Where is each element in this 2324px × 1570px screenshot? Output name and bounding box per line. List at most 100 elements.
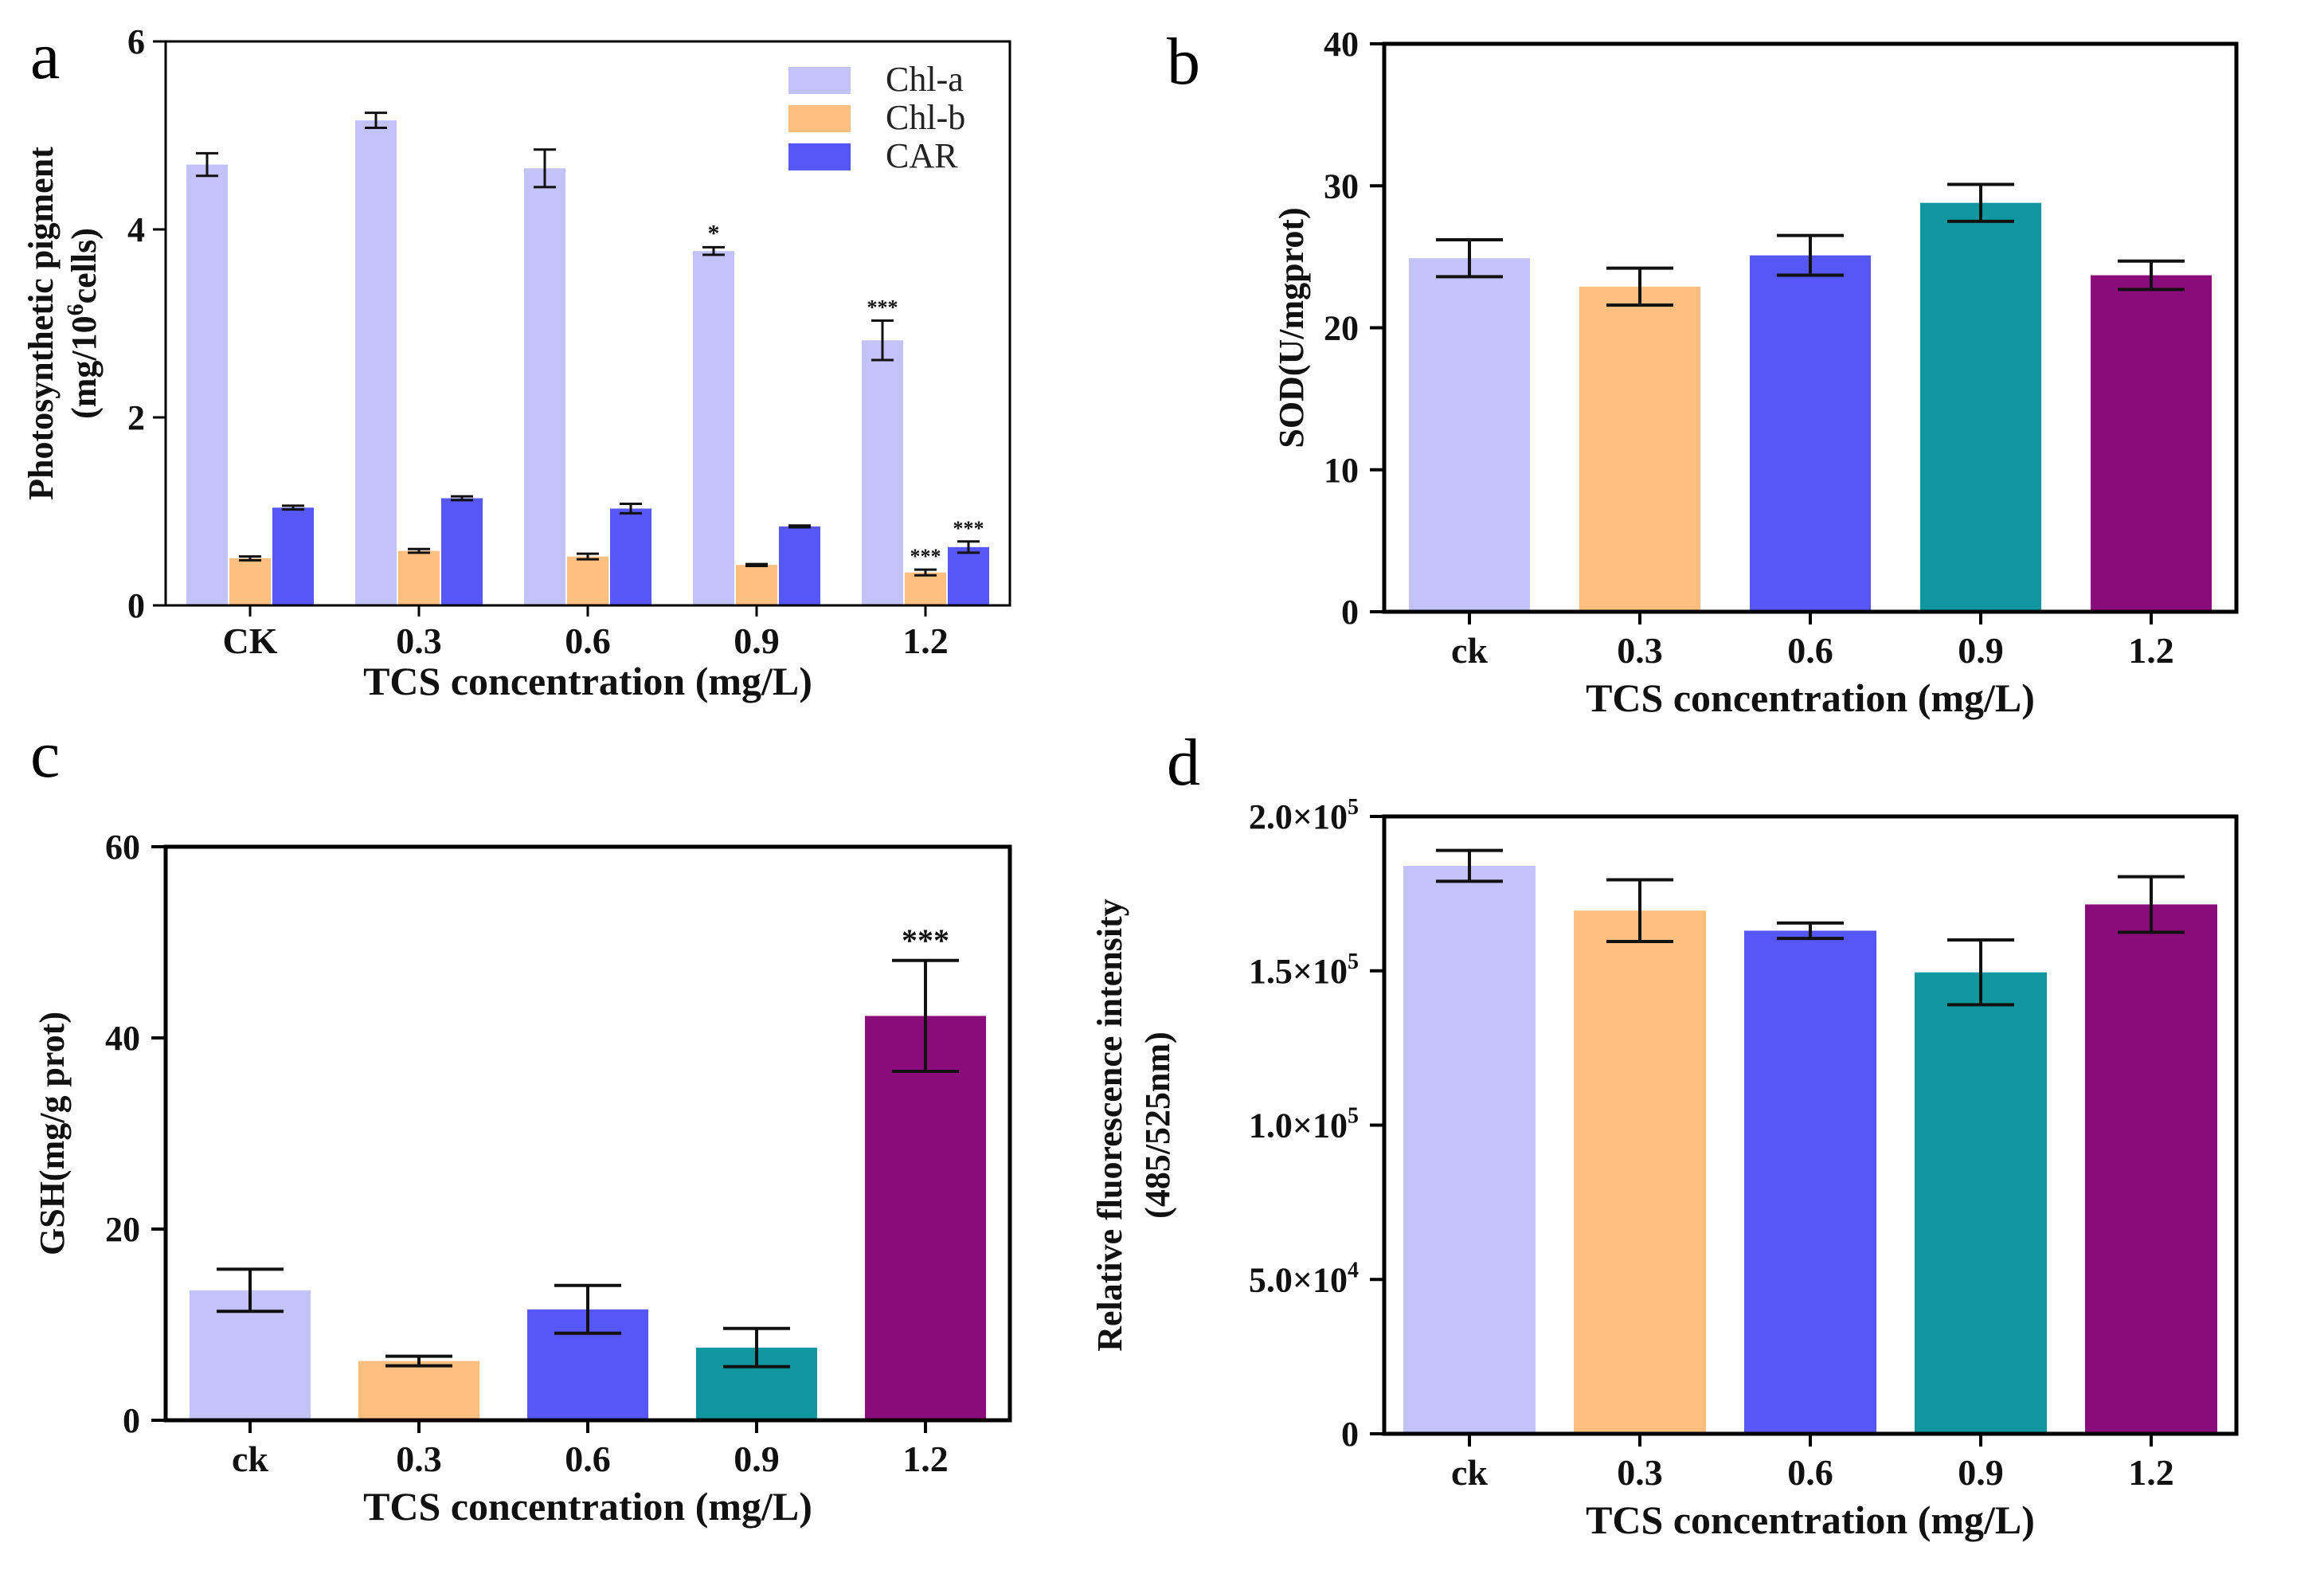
- y-tick-exponent: 5: [1348, 949, 1359, 974]
- bar-ck: [1403, 866, 1536, 1434]
- y-tick-label: 30: [1324, 166, 1359, 206]
- y-axis-title: SOD(U/mgprot): [1272, 207, 1311, 448]
- x-category-label: ck: [1451, 630, 1488, 671]
- bar-chl-a-1.2: [862, 340, 903, 605]
- x-category-label: 0.3: [396, 621, 442, 661]
- bar-0.3: [1574, 910, 1706, 1434]
- panel-letter-a: a: [30, 19, 60, 93]
- panel-letter-d: d: [1167, 726, 1200, 800]
- y-tick-label: 0: [127, 586, 145, 625]
- x-category-label: 0.3: [396, 1439, 442, 1479]
- bar-car-0.9: [779, 526, 820, 605]
- y-tick-label: 0: [1341, 1415, 1359, 1454]
- significance-marker: *: [708, 220, 720, 246]
- x-category-label: 0.6: [1787, 1452, 1833, 1493]
- y-tick-label: 1.5×105: [1249, 949, 1359, 991]
- bar-0.9: [1915, 972, 2047, 1434]
- x-category-label: 0.3: [1617, 630, 1663, 671]
- y-axis-unit-suffix: cells): [65, 228, 104, 303]
- bar-chl-b-0.9: [736, 565, 777, 605]
- bar-chl-b-CK: [229, 558, 271, 605]
- bar-1.2: [2091, 275, 2212, 612]
- y-tick-label: 2: [127, 398, 145, 437]
- bar-chl-b-0.6: [567, 556, 608, 605]
- y-tick-base: 1.5×10: [1249, 952, 1348, 991]
- bar-1.2: [2085, 904, 2217, 1434]
- x-category-label: 1.2: [2128, 1452, 2174, 1493]
- y-tick-label: 40: [105, 1019, 140, 1058]
- bar-1.2: [865, 1016, 986, 1420]
- y-tick-label: 1.0×105: [1249, 1104, 1359, 1145]
- bar-0.3: [1579, 286, 1700, 612]
- bar-0.9: [1920, 202, 2041, 612]
- x-axis-title: TCS concentration (mg/L): [363, 1484, 812, 1529]
- y-tick-label: 2.0×105: [1249, 795, 1359, 836]
- x-category-label: 1.2: [2128, 630, 2174, 671]
- panel-c-chart: *** 0 20 40 60 ck 0.3 0.6 0.9 1.2 TCS concentratio…: [33, 828, 1012, 1529]
- y-tick-label: 20: [105, 1210, 140, 1249]
- panel-letter-c: c: [30, 718, 60, 792]
- x-category-label: 0.3: [1617, 1452, 1663, 1493]
- x-category-label: ck: [232, 1439, 268, 1479]
- y-axis-unit-prefix: (mg/10: [65, 315, 104, 419]
- bar-chl-b-1.2: [905, 572, 946, 605]
- bar-car-0.6: [610, 508, 651, 605]
- x-axis-title: TCS concentration (mg/L): [1586, 1498, 2035, 1542]
- bar-0.6: [1750, 255, 1871, 612]
- y-tick-label: 0: [123, 1401, 140, 1440]
- y-axis-title-line1: Photosynthetic pigment: [22, 147, 61, 500]
- y-tick-label: 10: [1324, 451, 1359, 490]
- x-axis-title: TCS concentration (mg/L): [1586, 675, 2035, 720]
- x-category-label: ck: [1451, 1452, 1488, 1493]
- x-category-label: 0.9: [1958, 1452, 2004, 1493]
- y-tick-base: 1.0×10: [1249, 1106, 1348, 1145]
- panel-b-chart: 0 10 20 30 40 ck 0.3 0.6 0.9 1.2 TCS concentration…: [1272, 25, 2239, 720]
- bar-chl-a-0.9: [693, 251, 734, 605]
- y-tick-label: 40: [1324, 25, 1359, 64]
- legend-label-chl-a: Chl-a: [886, 60, 964, 99]
- significance-marker: ***: [953, 517, 984, 540]
- x-category-label: 1.2: [902, 621, 949, 661]
- panel-letter-b: b: [1167, 25, 1200, 99]
- y-tick-base: 2.0×10: [1249, 797, 1348, 836]
- y-tick-exponent: 5: [1348, 795, 1359, 820]
- x-category-label: 0.6: [565, 1439, 611, 1479]
- x-category-label: 0.6: [565, 621, 611, 661]
- legend-label-car: CAR: [886, 136, 958, 175]
- bar-0.6: [1744, 930, 1876, 1434]
- y-tick-label: 60: [105, 828, 140, 867]
- significance-marker: ***: [902, 922, 949, 958]
- bar-chl-a-CK: [186, 164, 228, 605]
- significance-marker: ***: [867, 296, 898, 319]
- legend-swatch-chl-b: [788, 105, 851, 132]
- y-tick-label: 20: [1324, 309, 1359, 348]
- y-axis-title-line2: (485/525nm): [1138, 1032, 1177, 1219]
- bar-chl-b-0.3: [398, 550, 440, 605]
- bar-chl-a-0.6: [524, 168, 565, 606]
- x-category-label: 0.9: [734, 1439, 780, 1479]
- y-tick-exponent: 5: [1348, 1104, 1359, 1129]
- legend-swatch-chl-a: [788, 67, 851, 94]
- y-tick-base: 5.0×10: [1249, 1260, 1348, 1299]
- bar-car-CK: [272, 507, 314, 605]
- significance-marker: ***: [910, 545, 941, 568]
- bar-ck: [1409, 258, 1530, 612]
- y-tick-label: 6: [127, 22, 145, 61]
- bar-0.3: [358, 1361, 479, 1420]
- legend-swatch-car: [788, 143, 851, 170]
- x-category-label: CK: [223, 621, 278, 661]
- bar-car-0.3: [441, 498, 483, 605]
- y-tick-exponent: 4: [1348, 1258, 1359, 1282]
- x-category-label: 1.2: [902, 1439, 949, 1479]
- x-axis-title: TCS concentration (mg/L): [363, 659, 812, 703]
- y-axis-title-line2: (mg/106cells): [62, 228, 104, 419]
- y-tick-label: 4: [127, 210, 145, 249]
- bar-car-1.2: [948, 546, 989, 605]
- x-category-label: 0.9: [734, 621, 780, 661]
- y-axis-title-line1: Relative fluorescence intensity: [1090, 899, 1129, 1352]
- legend-label-chl-b: Chl-b: [886, 98, 965, 137]
- y-tick-label: 5.0×104: [1249, 1258, 1359, 1299]
